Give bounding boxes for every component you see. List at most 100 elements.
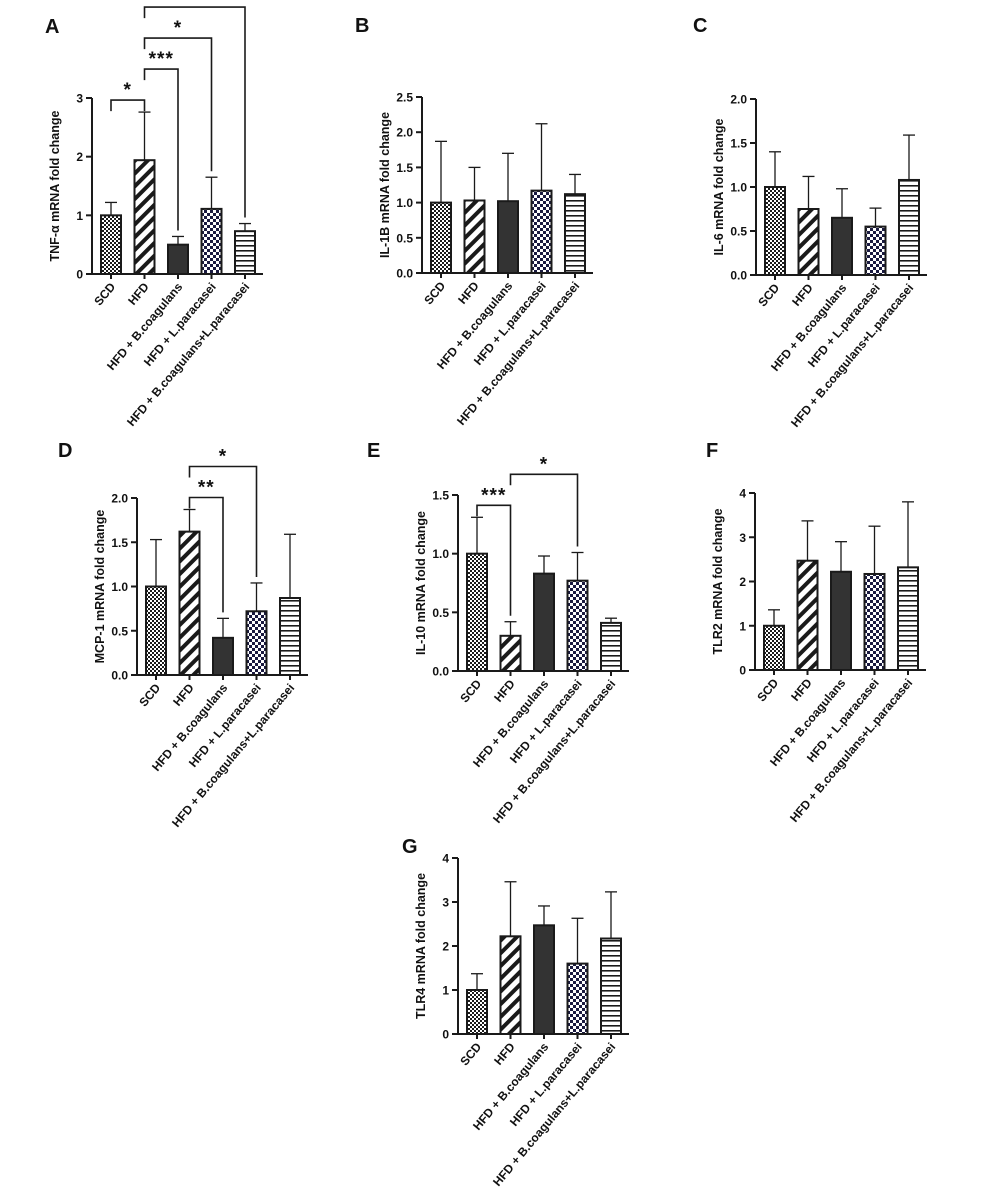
bar	[279, 597, 301, 677]
bar	[497, 200, 519, 274]
y-axis-title: IL-10 mRNA fold change	[414, 511, 428, 655]
x-tick-label: SCD	[91, 280, 118, 309]
y-tick-label: 1.0	[432, 547, 449, 561]
significance-bracket	[476, 504, 512, 616]
panel-letter: G	[402, 836, 418, 858]
x-tick-label: SCD	[754, 676, 781, 705]
y-tick-label: 0.5	[111, 624, 128, 638]
panel-e: E IL-10 mRNA fold change 0.0 0.5 1.0 1.5 SCD HF…	[367, 440, 629, 826]
x-tick-label: HFD	[170, 681, 197, 709]
bar	[133, 159, 156, 275]
y-tick-label: 1.0	[111, 580, 128, 594]
bar	[466, 552, 488, 673]
bar	[530, 189, 553, 274]
x-tick-label: HFD	[125, 280, 152, 308]
y-tick-label: 0.0	[111, 669, 128, 683]
significance-bracket	[143, 37, 213, 172]
bar	[566, 579, 589, 672]
significance-label: **	[198, 478, 215, 499]
significance-bracket	[143, 6, 246, 218]
panel-d: D MCP-1 mRNA fold change 0.0 0.5 1.0 1.5 2.0 SC…	[58, 440, 308, 830]
x-tick-label: SCD	[457, 1040, 484, 1069]
bar	[898, 178, 920, 277]
bar	[863, 572, 886, 671]
bar	[100, 214, 122, 275]
y-axis-title: TNF-α mRNA fold change	[48, 110, 62, 261]
significance-label: *	[174, 18, 182, 39]
bar	[797, 208, 820, 276]
y-tick-label: 0.0	[432, 665, 449, 679]
significance-label: *	[219, 447, 227, 468]
significance-bracket	[188, 496, 224, 613]
significance-label: ***	[481, 485, 506, 506]
x-tick-label: SCD	[421, 279, 448, 308]
y-tick-label: 0.0	[730, 269, 747, 283]
x-tick-label: HFD	[491, 1040, 518, 1068]
x-tick-label: SCD	[755, 281, 782, 310]
bar	[600, 937, 622, 1036]
y-tick-label: 4	[442, 852, 449, 866]
y-tick-label: 1.0	[396, 196, 413, 210]
significance-label: *	[124, 80, 132, 101]
bar	[466, 989, 488, 1035]
y-tick-label: 0	[442, 1028, 449, 1042]
bar	[533, 572, 555, 673]
y-tick-label: 3	[76, 92, 83, 106]
x-tick-label: HFD	[491, 677, 518, 705]
panel-letter: F	[706, 440, 718, 462]
bar	[178, 530, 201, 676]
bar	[864, 225, 887, 277]
y-tick-label: 2	[76, 150, 83, 164]
panel-letter: B	[355, 15, 369, 37]
y-tick-label: 1.5	[432, 489, 449, 503]
y-tick-label: 4	[739, 487, 746, 501]
bar	[499, 935, 522, 1036]
y-tick-label: 1	[76, 209, 83, 223]
bar	[234, 230, 256, 276]
bar	[831, 216, 853, 277]
significance-label: **	[186, 0, 203, 8]
bar	[566, 962, 589, 1035]
bar	[430, 201, 452, 275]
bar	[463, 199, 486, 275]
y-tick-label: 2.5	[396, 91, 413, 105]
y-tick-label: 3	[442, 896, 449, 910]
bar	[796, 559, 819, 672]
bar	[600, 621, 622, 672]
y-tick-label: 0.5	[432, 606, 449, 620]
y-tick-label: 0	[739, 664, 746, 678]
y-tick-label: 2	[739, 575, 746, 589]
bar	[564, 193, 586, 274]
panel-letter: A	[45, 16, 59, 38]
panel-c: C IL-6 mRNA fold change 0.0 0.5 1.0 1.5 2.0 SCD…	[693, 15, 927, 430]
panel-letter: D	[58, 440, 72, 462]
y-tick-label: 1.5	[111, 536, 128, 550]
y-tick-label: 2	[442, 940, 449, 954]
y-tick-label: 1	[739, 619, 746, 633]
y-tick-label: 2.0	[111, 492, 128, 506]
x-tick-label: SCD	[136, 681, 163, 710]
bar	[145, 585, 167, 676]
bar	[167, 243, 189, 276]
y-tick-label: 0	[76, 268, 83, 282]
y-axis-title: TLR4 mRNA fold change	[414, 873, 428, 1019]
bar	[212, 636, 234, 677]
y-tick-label: 3	[739, 531, 746, 545]
significance-label: *	[540, 454, 548, 475]
bar	[830, 570, 852, 672]
significance-bracket	[110, 99, 146, 112]
bar	[200, 207, 223, 276]
bar	[245, 610, 268, 677]
panel-letter: E	[367, 440, 380, 462]
x-tick-label: HFD	[789, 281, 816, 309]
significance-bracket	[143, 68, 179, 231]
panel-letter: C	[693, 15, 707, 37]
y-tick-label: 1.0	[730, 181, 747, 195]
significance-bracket	[188, 465, 258, 577]
y-tick-label: 0.5	[396, 231, 413, 245]
x-tick-label: SCD	[457, 677, 484, 706]
